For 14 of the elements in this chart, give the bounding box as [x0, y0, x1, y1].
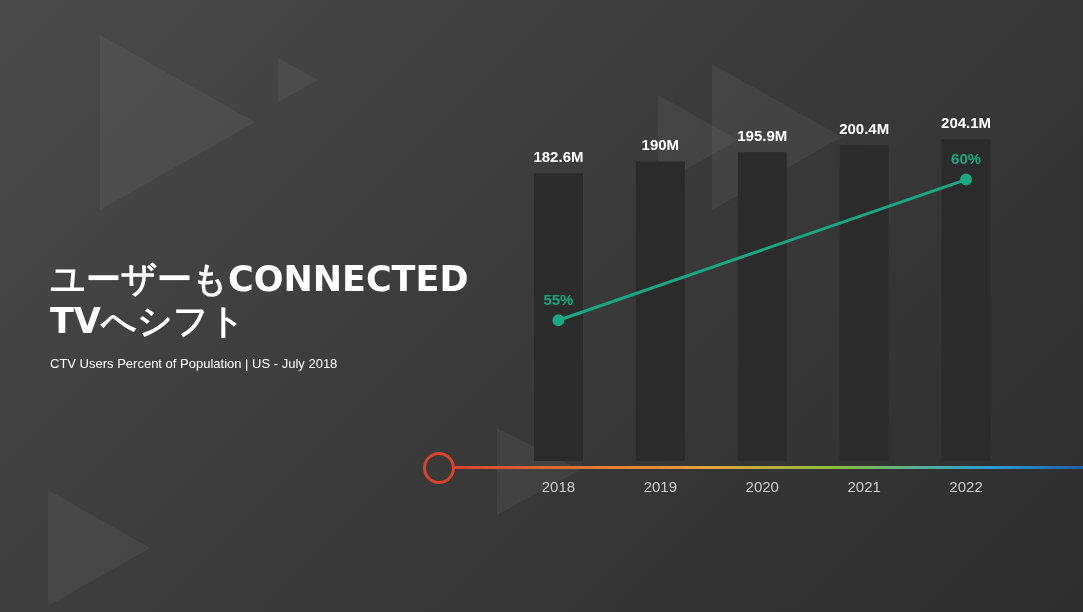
data-label: 182.6M — [533, 147, 584, 165]
x-tick-label: 2019 — [643, 478, 678, 496]
x-tick-label: 2021 — [847, 478, 881, 496]
text: CTV Users Percent of Population | US - July 2018 — [50, 356, 338, 371]
text: ユーザーもCONNECTED TVへシフト — [50, 258, 470, 342]
data-label: 55% — [543, 290, 574, 308]
x-tick-label: 2020 — [745, 478, 779, 496]
data-label: 204.1M — [941, 113, 992, 131]
x-tick-label: 2018 — [541, 478, 576, 496]
data-label: 60% — [951, 150, 982, 168]
data-label: 200.4M — [839, 119, 890, 137]
x-tick-label: 2022 — [949, 478, 983, 496]
data-label: 190M — [641, 136, 680, 154]
data-label: 195.9M — [737, 126, 788, 144]
